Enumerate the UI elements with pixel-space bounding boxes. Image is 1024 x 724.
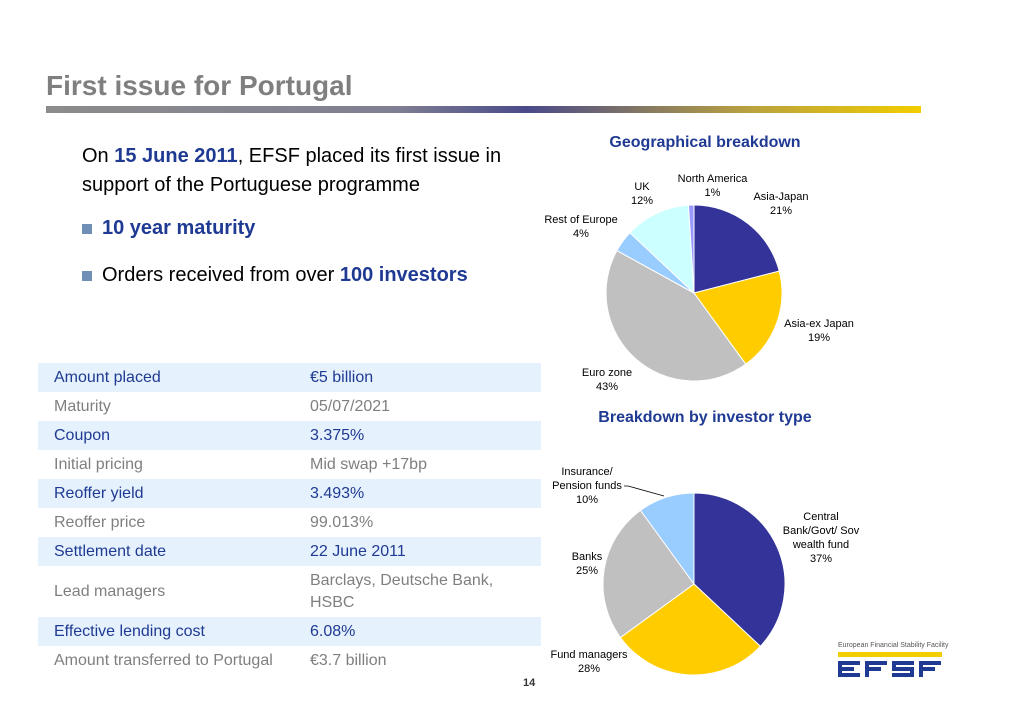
term-value: 6.08% [294,617,541,646]
geo-label-uk: UK 12% [630,181,654,207]
term-label: Amount placed [38,363,294,392]
bullet-investors-plain: Orders received from over [102,264,335,286]
table-row: Reoffer yield 3.493% [38,479,541,508]
slide-title: First issue for Portugal [46,70,353,101]
term-value: Mid swap +17bp [294,450,541,479]
table-row: Settlement date 22 June 2011 [38,537,541,566]
intro-text: On 15 June 2011, EFSF placed its first i… [82,142,542,200]
term-value: €3.7 billion [294,646,541,675]
geo-slice-euro-zone [605,249,747,382]
logo-caption: European Financial Stability Facility [838,642,949,649]
geo-label-asia-ex-japan: Asia-ex Japan 19% [784,318,854,344]
term-label: Maturity [38,392,294,421]
bullet-investors-bold: 100 investors [339,264,468,286]
table-row: Maturity 05/07/2021 [38,392,541,421]
table-row: Lead managers Barclays, Deutsche Bank, HS… [38,566,541,617]
intro-part-1: On [82,145,115,167]
bullet-square-icon [82,270,92,281]
bullet-maturity-bold: 10 year maturity [102,217,256,239]
intro-date: 15 June 2011 [114,145,238,167]
efsf-logo: European Financial Stability Facility [838,642,949,684]
term-value: 3.375% [294,421,541,450]
geo-slice-uk [629,204,695,295]
term-label: Lead managers [38,566,294,617]
table-row: Coupon 3.375% [38,421,541,450]
efsf-logo-mark [838,652,942,677]
inv-insurance-leader-line [624,485,665,497]
term-value: Barclays, Deutsche Bank, HSBC [294,566,541,617]
bullet-maturity: 10 year maturity [82,217,255,240]
inv-label-banks: Banks 25% [571,551,603,577]
bullet-investors: Orders received from over 100 investors [82,264,468,287]
issue-terms-table: Amount placed €5 billion Maturity 05/07/20… [38,363,541,675]
investor-chart-title: Breakdown by investor type [598,409,812,426]
inv-slice-fund-managers [619,583,762,676]
table-row: Amount transferred to Portugal €3.7 billi… [38,646,541,675]
term-value: 99.013% [294,508,541,537]
geo-label-euro-zone: Euro zone 43% [581,367,633,393]
term-value: 22 June 2011 [294,537,541,566]
geo-slice-north-america [687,204,695,294]
inv-slice-banks [602,509,695,639]
geo-slice-asia-japan [693,204,780,294]
geo-slice-asia-ex-japan [693,270,783,365]
table-row: Initial pricing Mid swap +17bp [38,450,541,479]
table-row: Amount placed €5 billion [38,363,541,392]
inv-slice-central-bank-govt-sov-wealth-fund [693,492,786,647]
intro-part-2: , EFSF placed its first issue in support… [82,145,502,196]
term-label: Effective lending cost [38,617,294,646]
term-label: Coupon [38,421,294,450]
term-value: 05/07/2021 [294,392,541,421]
inv-slice-insurance-pension-funds [639,492,695,586]
table-row: Effective lending cost 6.08% [38,617,541,646]
title-underline-bar [46,106,921,113]
term-label: Reoffer price [38,508,294,537]
term-label: Amount transferred to Portugal [38,646,294,675]
geo-chart-title: Geographical breakdown [609,134,801,151]
geo-label-rest-of-europe: Rest of Europe 4% [544,214,618,240]
inv-label-central-bank: Central Bank/Govt/ Sov wealth fund 37% [782,511,860,565]
table-row: Reoffer price 99.013% [38,508,541,537]
term-label: Initial pricing [38,450,294,479]
term-label: Settlement date [38,537,294,566]
inv-label-fund-managers: Fund managers 28% [550,649,628,675]
geo-label-north-america: North America 1% [677,173,748,199]
term-value: 3.493% [294,479,541,508]
geo-label-asia-japan: Asia-Japan 21% [753,191,809,217]
term-value: €5 billion [294,363,541,392]
term-label: Reoffer yield [38,479,294,508]
page-number: 14 [523,677,536,689]
bullet-square-icon [82,223,92,234]
inv-label-insurance: Insurance/ Pension funds 10% [552,466,622,506]
